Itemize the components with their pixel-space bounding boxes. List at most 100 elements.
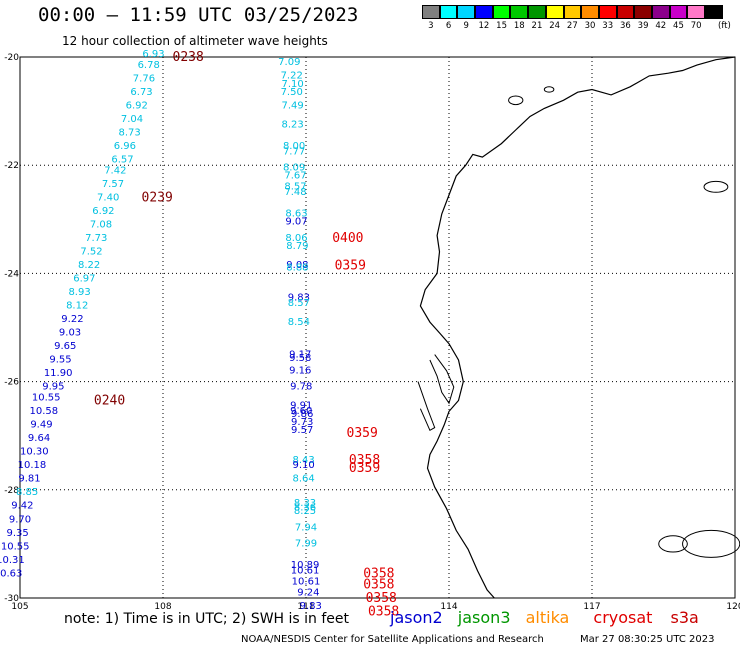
wave-height-value: 8.43 [292, 455, 314, 466]
legend-swatch [422, 5, 440, 19]
color-legend [422, 5, 723, 19]
wave-height-value: 9.22 [61, 314, 83, 325]
wave-height-value: 8.06 [285, 233, 307, 244]
legend-swatch [545, 5, 564, 19]
wave-height-value: 7.52 [80, 246, 102, 257]
wave-height-value: 6.96 [114, 141, 136, 152]
wave-height-value: 9.95 [42, 382, 64, 393]
wave-height-value: 8.09 [283, 163, 305, 174]
wave-height-value: 9.83 [300, 601, 322, 612]
lat-tick-label: -26 [4, 378, 19, 388]
island [682, 529, 740, 558]
wave-height-value: 7.76 [133, 73, 155, 84]
lon-tick-label: 108 [154, 602, 171, 612]
legend-swatch [581, 5, 599, 19]
wave-height-value: 10.31 [0, 555, 25, 566]
wave-height-value: 7.77 [283, 146, 305, 157]
coastline-peninsula [417, 381, 436, 432]
wave-height-value: 8.57 [288, 298, 310, 309]
wave-height-value: 9.03 [59, 328, 81, 339]
lat-tick-label: -24 [4, 269, 19, 279]
wave-height-value: 7.08 [90, 219, 112, 230]
wave-height-value: 10.61 [292, 576, 321, 587]
wave-height-value: 7.42 [104, 165, 126, 176]
map-frame [19, 56, 736, 599]
wave-height-value: 8.63 [285, 209, 307, 220]
lon-tick-label: 117 [583, 602, 600, 612]
wave-height-value: 6.78 [138, 60, 160, 71]
wave-height-value: 8.00 [283, 141, 305, 152]
wave-height-value: 8.12 [66, 301, 88, 312]
pass-time-label: 0359 [349, 461, 380, 476]
wave-height-value: 8.79 [286, 241, 308, 252]
page-subtitle: 12 hour collection of altimeter wave hei… [62, 34, 328, 48]
wave-height-value: 7.10 [282, 79, 304, 90]
wave-height-value: 9.65 [54, 341, 76, 352]
satellite-label: altika [525, 608, 570, 627]
wave-height-value: 10.89 [291, 560, 320, 571]
wave-height-value: 9.64 [28, 433, 50, 444]
wave-height-value: 9.55 [49, 355, 71, 366]
wave-height-value: 9.83 [288, 292, 310, 303]
legend-label: 24 [549, 21, 561, 31]
wave-height-value: 7.94 [295, 522, 317, 533]
wave-height-value: 9.73 [291, 417, 313, 428]
wave-height-value: 8.36 [294, 502, 316, 513]
legend-swatch [510, 5, 529, 19]
wave-height-value: 8.25 [294, 506, 316, 517]
legend-label: 70 [690, 21, 702, 31]
legend-label: 21 [531, 21, 543, 31]
lat-tick-label: -20 [4, 53, 19, 63]
island [658, 535, 688, 553]
wave-height-value: 10.30 [20, 447, 49, 458]
wave-height-value: 6.92 [126, 100, 148, 111]
legend-swatch [651, 5, 670, 19]
lat-tick-label: -30 [4, 594, 19, 604]
wave-height-value: 10.58 [30, 406, 59, 417]
wave-height-value: 6.57 [111, 154, 133, 165]
lon-tick-label: 111 [297, 602, 314, 612]
lon-tick-label: 114 [440, 602, 457, 612]
wave-height-value: 7.50 [281, 87, 303, 98]
wave-height-value: 9.70 [9, 514, 31, 525]
wave-height-value: 10.55 [32, 393, 61, 404]
generated-timestamp: Mar 27 08:30:25 UTC 2023 [580, 634, 715, 645]
wave-height-value: 10.61 [291, 566, 320, 577]
satellite-label: cryosat [593, 608, 653, 627]
wave-height-value: 9.57 [291, 425, 313, 436]
legend-label: 18 [513, 21, 525, 31]
satellite-label: jason3 [457, 608, 511, 627]
wave-height-value: 9.08 [286, 260, 308, 271]
wave-height-value: 9.35 [6, 528, 28, 539]
wave-height-value: 8.64 [292, 474, 314, 485]
pass-time-label: 0358 [363, 577, 394, 592]
legend-unit: (ft) [718, 21, 731, 31]
wave-height-value: 9.42 [11, 501, 33, 512]
legend-swatch [616, 5, 635, 19]
wave-height-value: 9.16 [289, 365, 311, 376]
color-legend-labels: 3 6 9 12 15 18 21 24 27 30 33 36 39 42 45 70 [422, 21, 705, 31]
wave-height-value: 9.91 [290, 401, 312, 412]
wave-height-value: 9.07 [285, 217, 307, 228]
wave-height-value: 7.04 [121, 114, 143, 125]
legend-swatch [598, 5, 617, 19]
wave-height-value: 6.92 [92, 206, 114, 217]
coastline-bay [429, 354, 455, 405]
wave-height-value: 7.49 [282, 100, 304, 111]
wave-height-value: 6.93 [142, 49, 164, 60]
wave-height-value: 11.90 [44, 368, 73, 379]
legend-swatch [705, 5, 723, 19]
legend-swatch [492, 5, 511, 19]
lon-tick-label: 105 [11, 602, 28, 612]
legend-label: 27 [566, 21, 578, 31]
wave-height-value: 8.85 [16, 487, 38, 498]
wave-height-value: 8.23 [282, 119, 304, 130]
legend-swatch [687, 5, 705, 19]
wave-height-value: 10.63 [0, 568, 22, 579]
wave-height-value: 9.86 [291, 409, 313, 420]
wave-height-value: 9.78 [290, 382, 312, 393]
legend-label: 39 [637, 21, 649, 31]
legend-label: 12 [478, 21, 490, 31]
wave-height-value: 6.73 [130, 87, 152, 98]
lat-tick-label: -22 [4, 161, 19, 171]
